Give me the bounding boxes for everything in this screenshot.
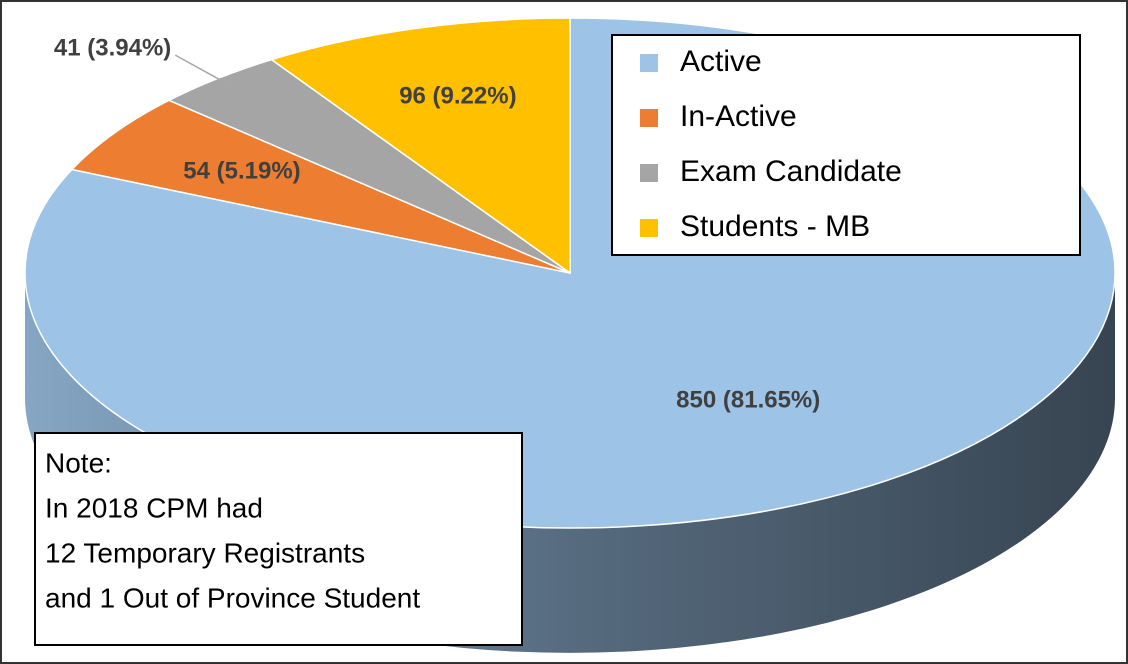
legend-swatch — [640, 54, 658, 72]
legend-label: Active — [680, 45, 762, 78]
value-label: 850 (81.65%) — [676, 387, 820, 414]
value-label: 96 (9.22%) — [399, 82, 516, 109]
legend-swatch — [640, 164, 658, 182]
legend-swatch — [640, 219, 658, 237]
note-line: 12 Temporary Registrants — [45, 537, 365, 568]
leader-line — [174, 54, 236, 89]
slice — [70, 99, 571, 274]
legend-label: In-Active — [680, 100, 797, 133]
note-line: Note: — [45, 447, 112, 478]
note-line: In 2018 CPM had — [45, 492, 263, 523]
value-label: 54 (5.19%) — [183, 158, 300, 185]
legend-label: Exam Candidate — [680, 155, 902, 188]
legend-box — [611, 34, 1081, 256]
legend-swatch — [640, 109, 658, 127]
slice — [269, 17, 571, 275]
value-label: 41 (3.94%) — [54, 34, 171, 61]
note-box — [34, 432, 523, 646]
legend-label: Students - MB — [680, 210, 870, 243]
note-line: and 1 Out of Province Student — [45, 582, 420, 613]
